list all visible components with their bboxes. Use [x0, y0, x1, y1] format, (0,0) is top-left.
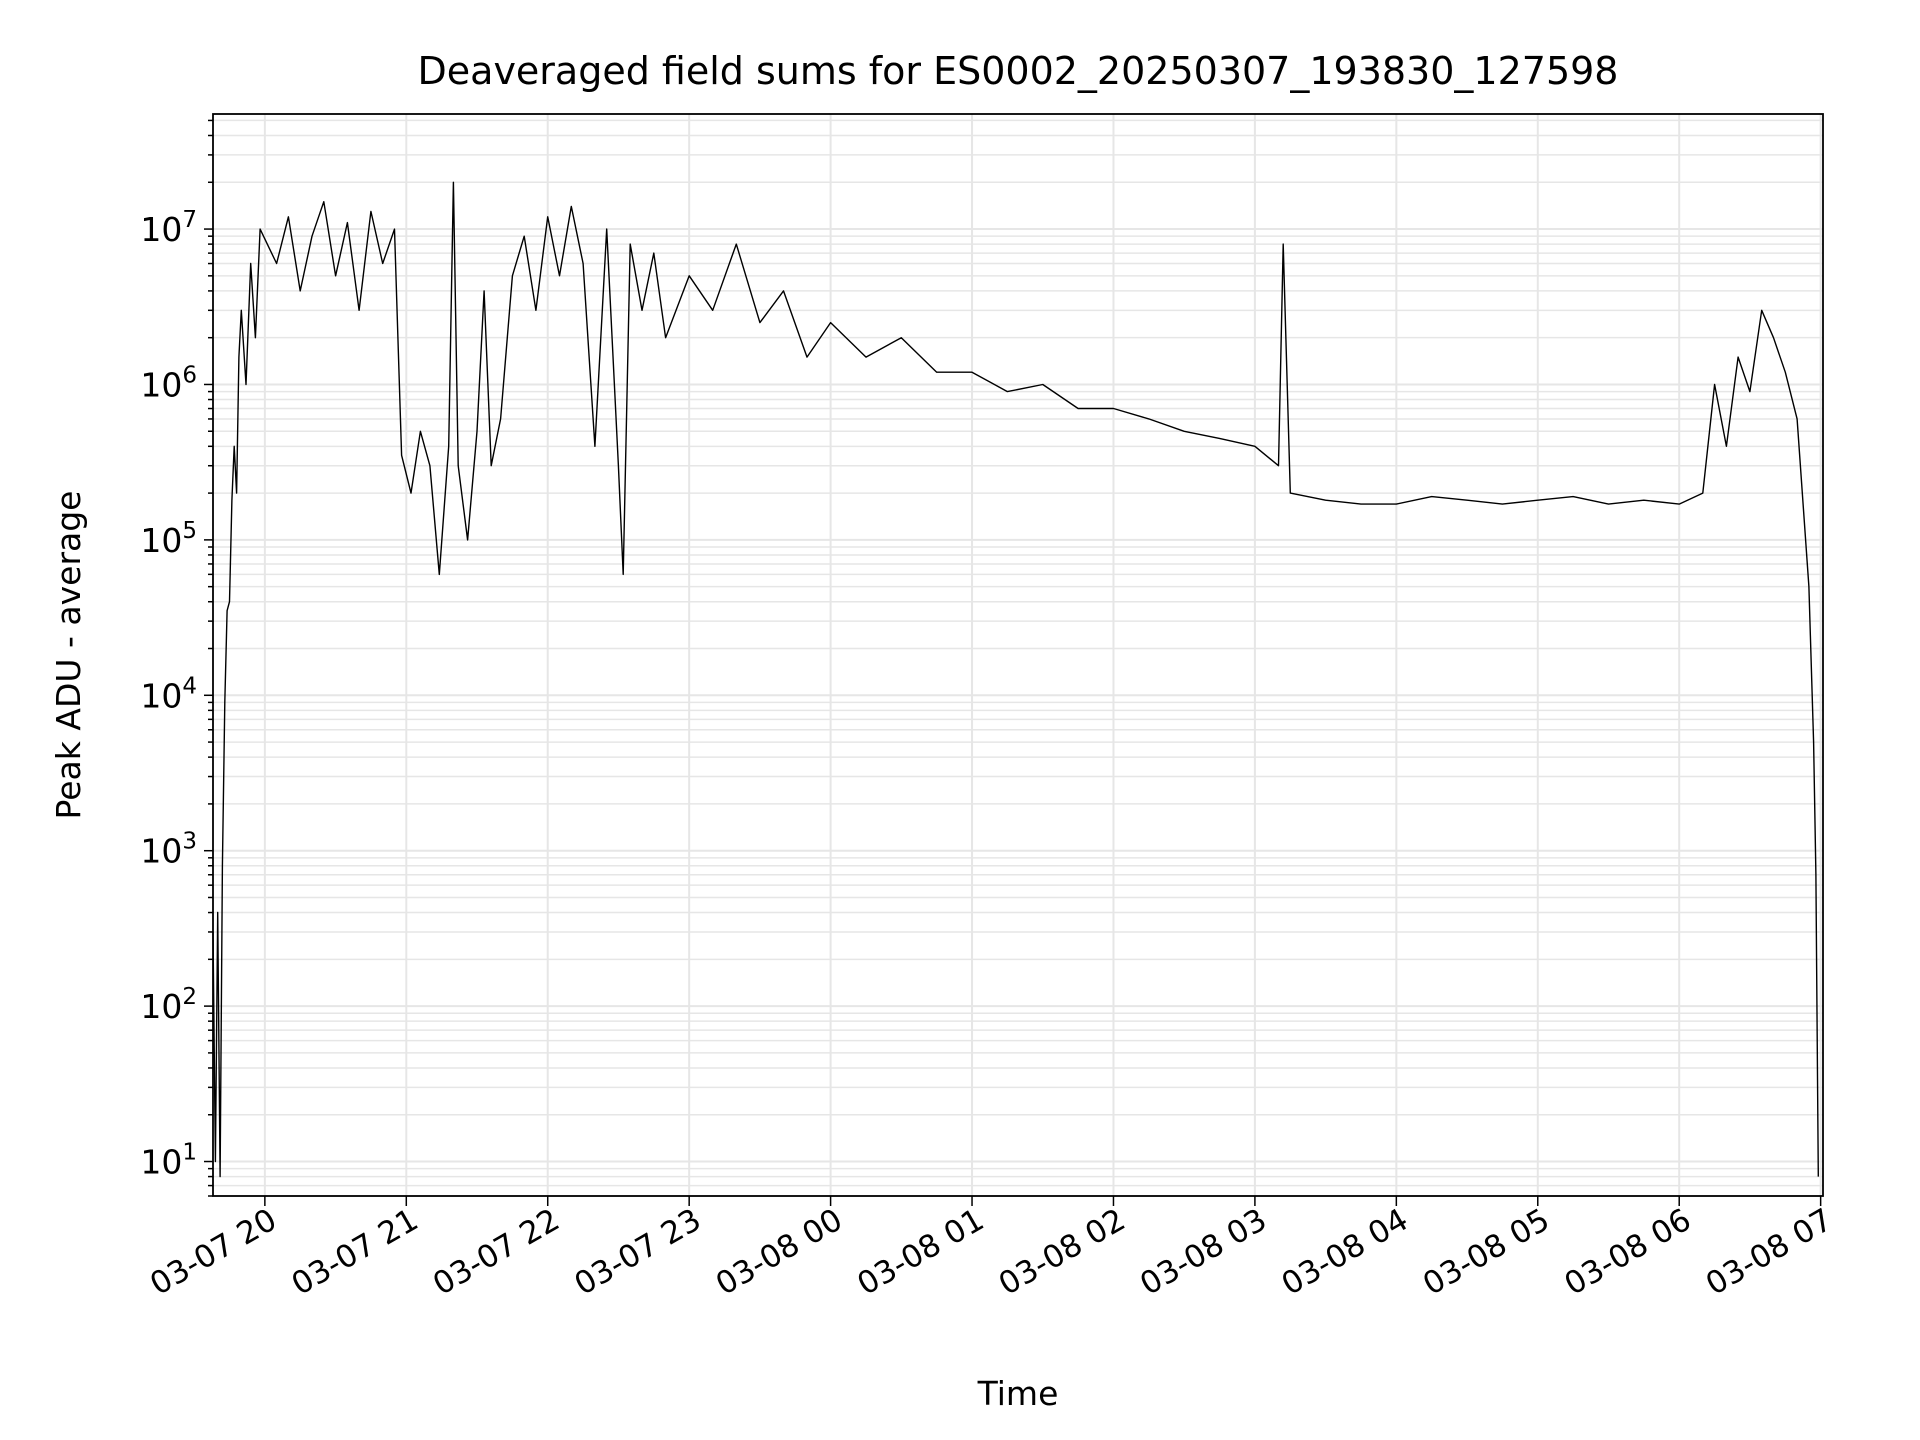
- y-axis: 101 102 103 104 105 106 107: [140, 119, 213, 1197]
- series-layer: [212, 181, 1820, 1178]
- chart-title: Deaveraged field sums for ES0002_2025030…: [418, 49, 1619, 93]
- series-line: [212, 181, 1820, 1178]
- y-tick-label: 107: [140, 207, 197, 249]
- y-tick-label: 106: [140, 362, 197, 404]
- grid: [213, 114, 1823, 1197]
- x-axis-label: Time: [977, 1374, 1059, 1413]
- y-tick-label: 104: [140, 673, 197, 715]
- plot-frame: [212, 113, 1824, 1197]
- y-tick-label: 102: [140, 984, 197, 1026]
- y-tick-label: 103: [140, 829, 197, 871]
- y-axis-label: Peak ADU - average: [49, 491, 88, 820]
- y-tick-label: 105: [140, 518, 197, 560]
- y-tick-label: 101: [140, 1140, 197, 1182]
